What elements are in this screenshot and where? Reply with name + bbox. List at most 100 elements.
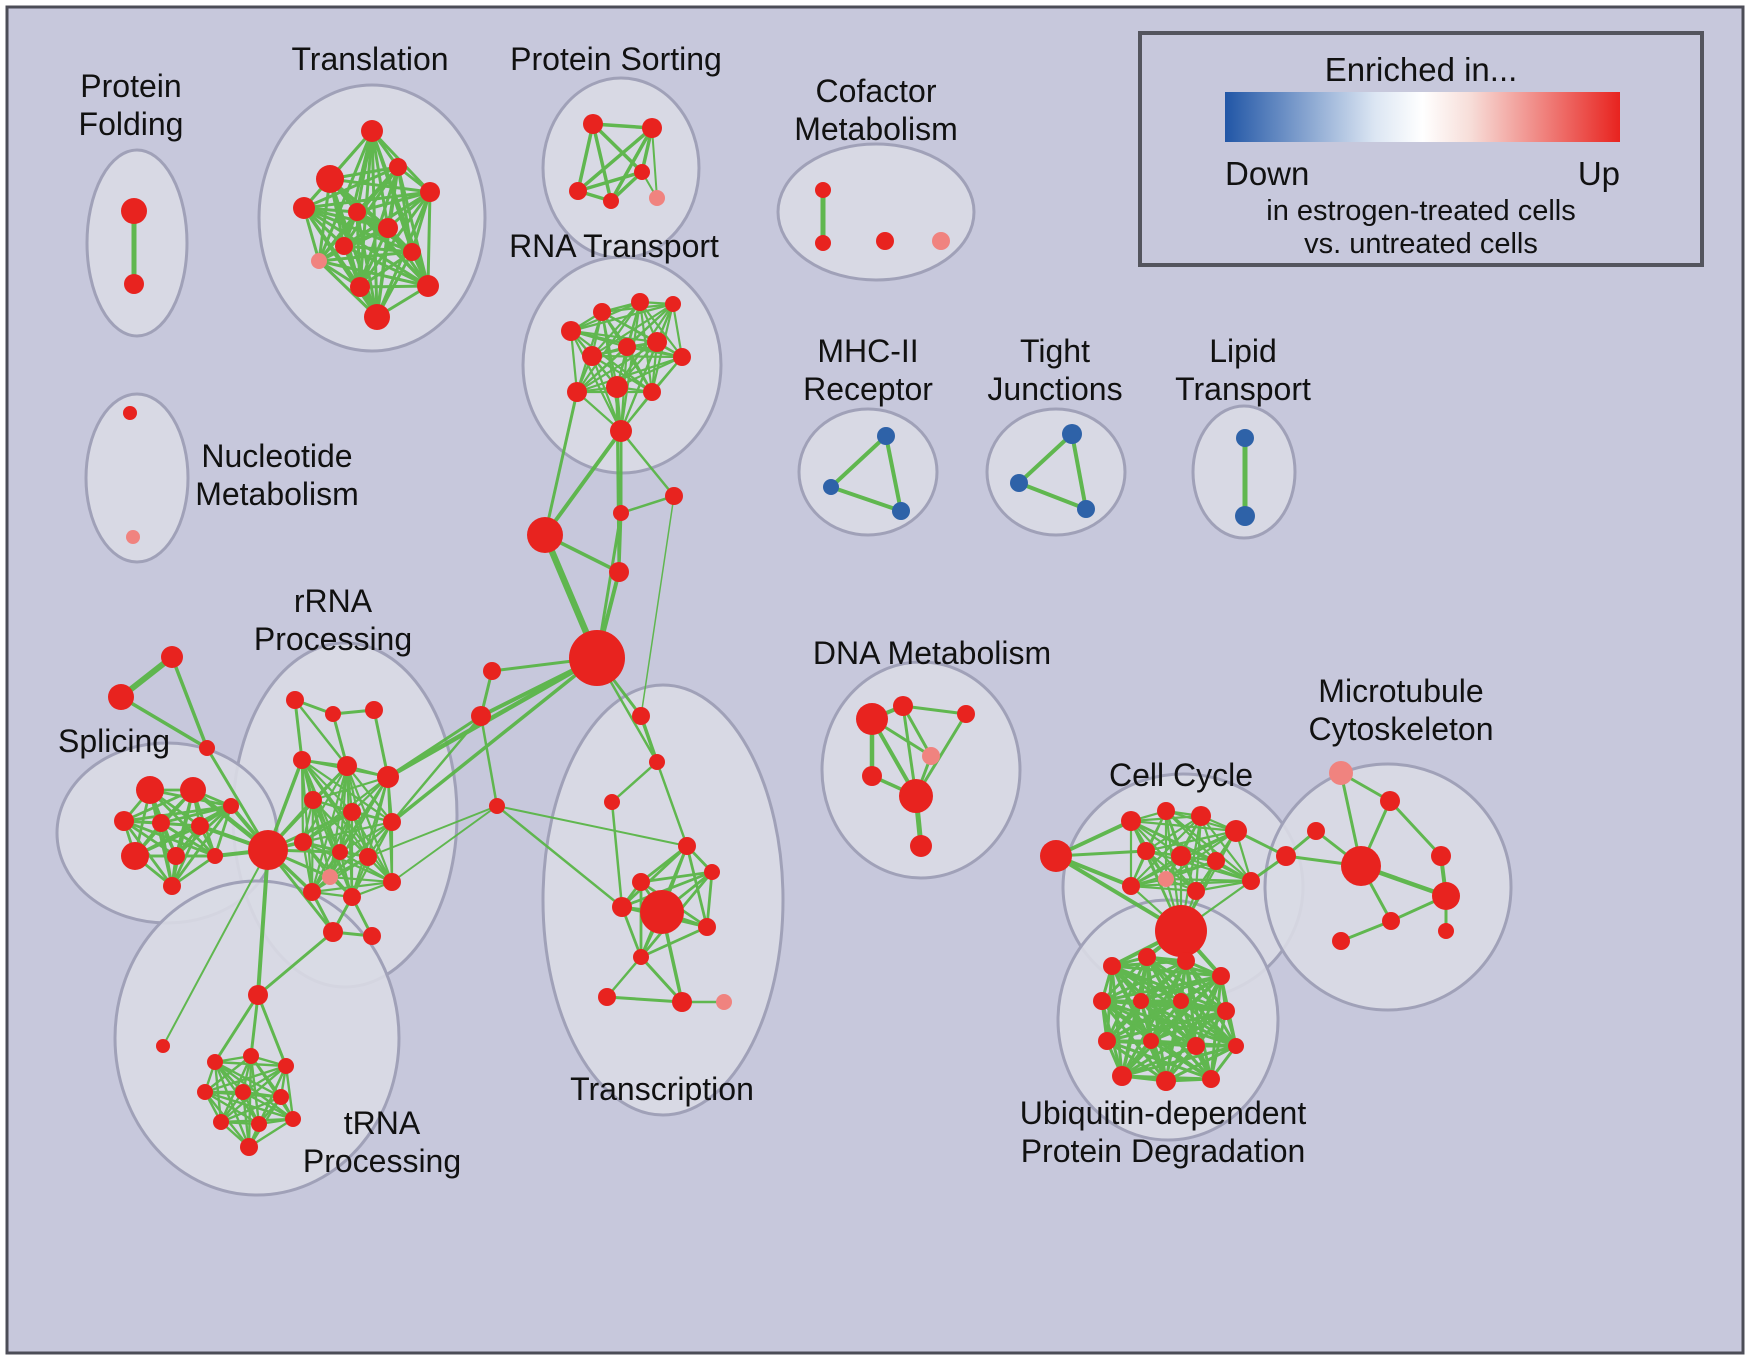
node-pf1 [121, 198, 147, 224]
node-cc10 [1122, 877, 1140, 895]
node-rr14 [303, 883, 321, 901]
node-rr7 [304, 791, 322, 809]
node-cf1 [815, 182, 831, 198]
cluster-label-microtubule-cytoskeleton: Microtubule Cytoskeleton [1309, 673, 1494, 747]
cluster-label-transcription: Transcription [570, 1071, 754, 1107]
node-sp6 [223, 798, 239, 814]
node-tx1 [632, 707, 650, 725]
node-cc11 [1242, 872, 1260, 890]
edge-tg1-tg3 [170, 655, 209, 750]
edge-tj1-tj2 [1017, 432, 1074, 485]
node-tn7 [213, 1114, 229, 1130]
edge-tr4-tr8 [342, 165, 400, 248]
cluster-ellipse-mhc-ii-receptor [797, 407, 939, 537]
edge-tj2-tj3 [1017, 481, 1088, 511]
node-rr11 [332, 844, 348, 860]
edge-rt5-rt11 [590, 354, 654, 394]
edge-mh1-mh2 [829, 434, 888, 489]
node-rr15 [343, 888, 361, 906]
edge-hbE-rr6 [385, 655, 600, 780]
node-ub3 [1177, 952, 1195, 970]
edge-rr6-rr7 [311, 775, 390, 802]
node-tx4 [678, 837, 696, 855]
cluster-label-line: Ubiquitin-dependent [1020, 1095, 1307, 1131]
node-cc5 [1225, 820, 1247, 842]
edge-rt5-rt8 [590, 354, 684, 359]
node-rt4 [665, 296, 681, 312]
edge-tx4-tx7 [620, 844, 689, 909]
node-hbA [527, 517, 563, 553]
node-tj3 [1077, 500, 1095, 518]
node-rt6 [618, 338, 636, 356]
edge-tnt-rr17 [256, 930, 335, 997]
node-rt3 [631, 293, 649, 311]
edge-tr3-tr13 [302, 206, 379, 319]
edge-ps6-ps2 [651, 127, 658, 199]
cluster-label-line: Protein Sorting [510, 41, 722, 77]
cluster-label-line: Protein Degradation [1021, 1133, 1306, 1169]
node-tx9 [633, 949, 649, 965]
node-rr5 [337, 756, 357, 776]
node-cc4 [1191, 806, 1211, 826]
cluster-label-line: Translation [291, 41, 448, 77]
edge-rr5-rr16 [345, 764, 394, 884]
edge-cc5-cc6 [1144, 829, 1238, 853]
node-tx12 [716, 994, 732, 1010]
node-ub15 [1202, 1070, 1220, 1088]
node-ub4 [1212, 967, 1230, 985]
edge-tnl-rrh [162, 849, 269, 1047]
cluster-label-line: Cell Cycle [1109, 757, 1253, 793]
node-mt7 [1382, 912, 1400, 930]
edge-cc11-cc12 [1194, 879, 1253, 893]
cluster-ellipse-tight-junctions [985, 407, 1127, 537]
edge-rr1-rr5 [293, 698, 349, 768]
node-tr5 [420, 182, 440, 202]
cluster-label-dna-metabolism: DNA Metabolism [813, 635, 1051, 671]
edge-cc4-cc12 [1194, 814, 1203, 893]
edge-rr9-rr11 [338, 820, 394, 854]
cluster-label-line: Processing [254, 621, 412, 657]
node-rt11 [643, 383, 661, 401]
node-dm2 [893, 696, 913, 716]
edge-mh2-mh3 [829, 485, 903, 513]
cluster-label-line: Splicing [58, 723, 170, 759]
edge-tn5-tn10 [241, 1090, 251, 1149]
node-ub8 [1217, 1002, 1235, 1020]
edge-cc4-cc10 [1129, 814, 1203, 888]
cluster-label-line: Cofactor [816, 73, 937, 109]
edge-cc10-cc12 [1129, 884, 1198, 893]
edge-ub3-ub5 [1100, 959, 1188, 1003]
node-rt2 [593, 303, 611, 321]
cluster-label-line: Cytoskeleton [1309, 711, 1494, 747]
cluster-label-line: Folding [79, 106, 184, 142]
cluster-label-mhc-ii-receptor: MHC-II Receptor [803, 333, 933, 407]
edge-rt3-rt8 [638, 300, 684, 359]
legend-gradient-bar [1225, 92, 1620, 142]
node-dm6 [899, 779, 933, 813]
edge-ub9-ub14 [1105, 1039, 1168, 1083]
node-ub14 [1156, 1071, 1176, 1091]
node-tr1 [361, 120, 383, 142]
edge-ub2-ub9 [1105, 955, 1149, 1043]
node-rr3 [365, 701, 383, 719]
node-tn5 [235, 1084, 251, 1100]
cluster-label-splicing: Splicing [58, 723, 170, 759]
cluster-label-rrna-processing: rRNA Processing [254, 583, 412, 657]
edge-tr3-tr4 [302, 165, 400, 210]
node-tx11 [672, 992, 692, 1012]
edge-ub12-ub14 [1164, 1044, 1238, 1083]
cluster-label-line: Protein [80, 68, 181, 104]
edge-dm2-dm3 [901, 704, 968, 716]
node-tr4 [389, 158, 407, 176]
edge-rr10-rr16 [301, 840, 394, 884]
node-rt12 [610, 420, 632, 442]
node-mt3 [1307, 822, 1325, 840]
node-tx5 [704, 864, 720, 880]
cluster-label-line: RNA Transport [509, 228, 719, 264]
edge-tnt-rrh [256, 848, 270, 997]
node-hbB [613, 505, 629, 521]
edge-tnt-tn2 [249, 993, 260, 1058]
